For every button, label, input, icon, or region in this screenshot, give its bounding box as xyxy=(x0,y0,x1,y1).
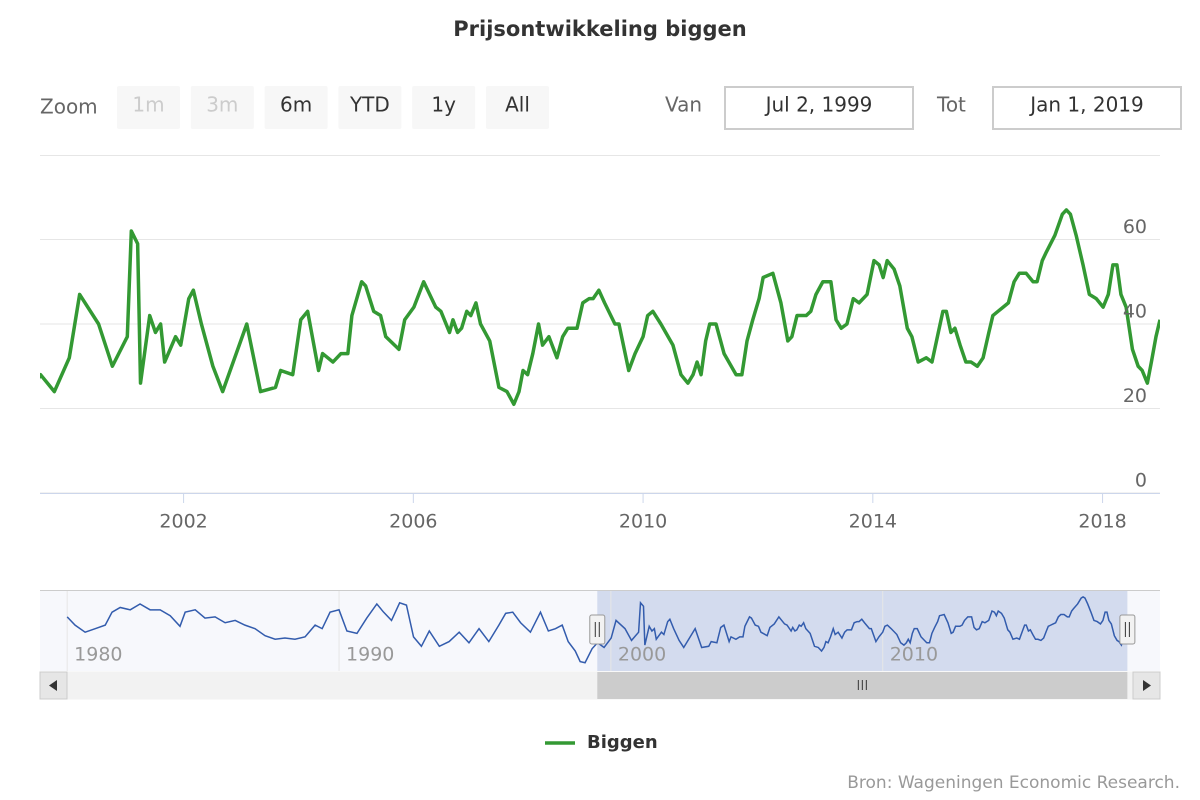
zoom-button-label: 1m xyxy=(132,93,164,117)
y-tick-label: 0 xyxy=(1135,470,1147,492)
to-label: Tot xyxy=(936,93,966,117)
zoom-button-label[interactable]: YTD xyxy=(349,93,390,117)
zoom-label: Zoom xyxy=(40,95,98,119)
range-selector: Zoom 1m 3m 6m YTD 1y All Van Jul 2, 1999 Tot Jan 1… xyxy=(40,86,1182,130)
navigator-line xyxy=(66,595,1129,664)
plot-area xyxy=(40,208,1160,407)
arrow-right xyxy=(1143,680,1151,691)
credits: Bron: Wageningen Economic Research. xyxy=(847,773,1180,793)
zoom-button xyxy=(117,86,180,129)
x-tick-label: 2014 xyxy=(849,511,897,533)
zoom-button-label[interactable]: All xyxy=(505,93,530,117)
navigator-tick-label: 2000 xyxy=(618,644,666,666)
navigator-handle[interactable] xyxy=(1119,614,1136,645)
zoom-button[interactable] xyxy=(338,86,402,129)
legend-label[interactable]: Biggen xyxy=(587,732,658,753)
x-tick-label: 2018 xyxy=(1078,511,1126,533)
grid xyxy=(40,239,1160,494)
zoom-button[interactable] xyxy=(412,86,476,129)
to-value[interactable]: Jan 1, 2019 xyxy=(1028,93,1144,117)
from-label: Van xyxy=(665,93,702,117)
navigator: 1980 1990 2000 2010 xyxy=(39,590,1161,700)
navigator-series xyxy=(66,595,1129,664)
y-tick-label: 60 xyxy=(1123,216,1147,238)
data-line xyxy=(40,208,1160,407)
x-tick-label: 2010 xyxy=(619,511,667,533)
to-input[interactable] xyxy=(992,86,1182,130)
zoom-button xyxy=(190,86,254,129)
chart-title: Prijsontwikkeling biggen xyxy=(453,17,746,41)
navigator-handle[interactable] xyxy=(589,614,606,645)
axes: 0 20 40 60 2002 2006 2010 2014 2018 xyxy=(40,216,1160,533)
x-tick-label: 2002 xyxy=(159,511,207,533)
arrow-left xyxy=(49,680,57,691)
zoom-button[interactable] xyxy=(486,86,549,129)
navigator-tick-label: 2010 xyxy=(890,644,938,666)
zoom-button-label[interactable]: 1y xyxy=(431,93,456,117)
from-input[interactable] xyxy=(724,86,914,130)
y-tick-label: 40 xyxy=(1123,301,1147,323)
zoom-button-label: 3m xyxy=(206,93,238,117)
navigator-selection xyxy=(597,591,1128,671)
zoom-button-label[interactable]: 6m xyxy=(280,93,312,117)
y-tick-label: 20 xyxy=(1123,385,1147,407)
navigator-tick-label: 1980 xyxy=(74,644,122,666)
x-tick-label: 2006 xyxy=(389,511,437,533)
from-value[interactable]: Jul 2, 1999 xyxy=(764,93,873,117)
navigator-tick-label: 1990 xyxy=(346,644,394,666)
zoom-button[interactable] xyxy=(264,86,328,129)
